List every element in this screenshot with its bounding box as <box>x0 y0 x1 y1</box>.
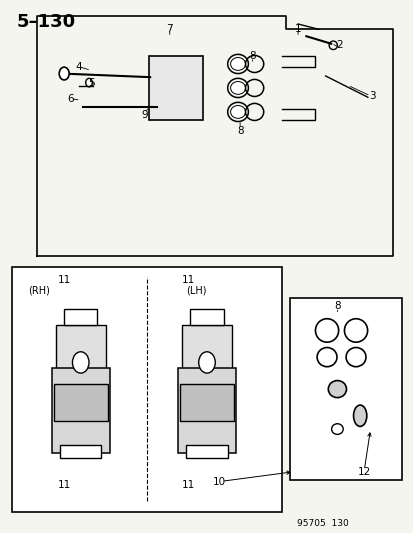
FancyBboxPatch shape <box>289 298 401 480</box>
Text: 11: 11 <box>57 480 71 490</box>
Text: (LH): (LH) <box>186 286 206 295</box>
Ellipse shape <box>85 78 92 87</box>
Text: 10: 10 <box>212 478 225 487</box>
Bar <box>178 368 235 453</box>
Bar <box>180 384 233 421</box>
Text: 8: 8 <box>333 302 340 311</box>
Text: 9: 9 <box>141 110 148 119</box>
Text: 5–130: 5–130 <box>17 13 76 31</box>
Ellipse shape <box>230 58 245 70</box>
Text: 11: 11 <box>181 275 195 285</box>
Text: 11: 11 <box>57 275 71 285</box>
Text: 12: 12 <box>357 467 370 477</box>
Text: 2: 2 <box>335 41 342 50</box>
Bar <box>190 309 223 325</box>
Text: 5: 5 <box>88 78 94 87</box>
Ellipse shape <box>59 67 69 80</box>
Text: 3: 3 <box>368 91 375 101</box>
Ellipse shape <box>198 352 215 373</box>
Bar <box>182 325 231 394</box>
Ellipse shape <box>230 82 245 94</box>
Bar <box>64 309 97 325</box>
Bar <box>149 56 202 120</box>
Ellipse shape <box>230 106 245 118</box>
Ellipse shape <box>328 381 346 398</box>
Text: 8: 8 <box>249 51 255 61</box>
Bar <box>54 384 107 421</box>
Bar <box>186 445 227 458</box>
Text: (RH): (RH) <box>28 286 50 295</box>
Text: 11: 11 <box>181 480 195 490</box>
Bar <box>56 325 105 394</box>
FancyBboxPatch shape <box>12 266 281 512</box>
Bar <box>52 368 109 453</box>
Text: 6: 6 <box>67 94 74 103</box>
Text: 7: 7 <box>166 25 173 34</box>
Text: 1: 1 <box>294 25 301 34</box>
Ellipse shape <box>353 405 366 426</box>
Ellipse shape <box>72 352 89 373</box>
Text: 8: 8 <box>236 126 243 135</box>
Text: 4: 4 <box>75 62 82 71</box>
Bar <box>60 445 101 458</box>
Text: 95705  130: 95705 130 <box>297 519 348 528</box>
